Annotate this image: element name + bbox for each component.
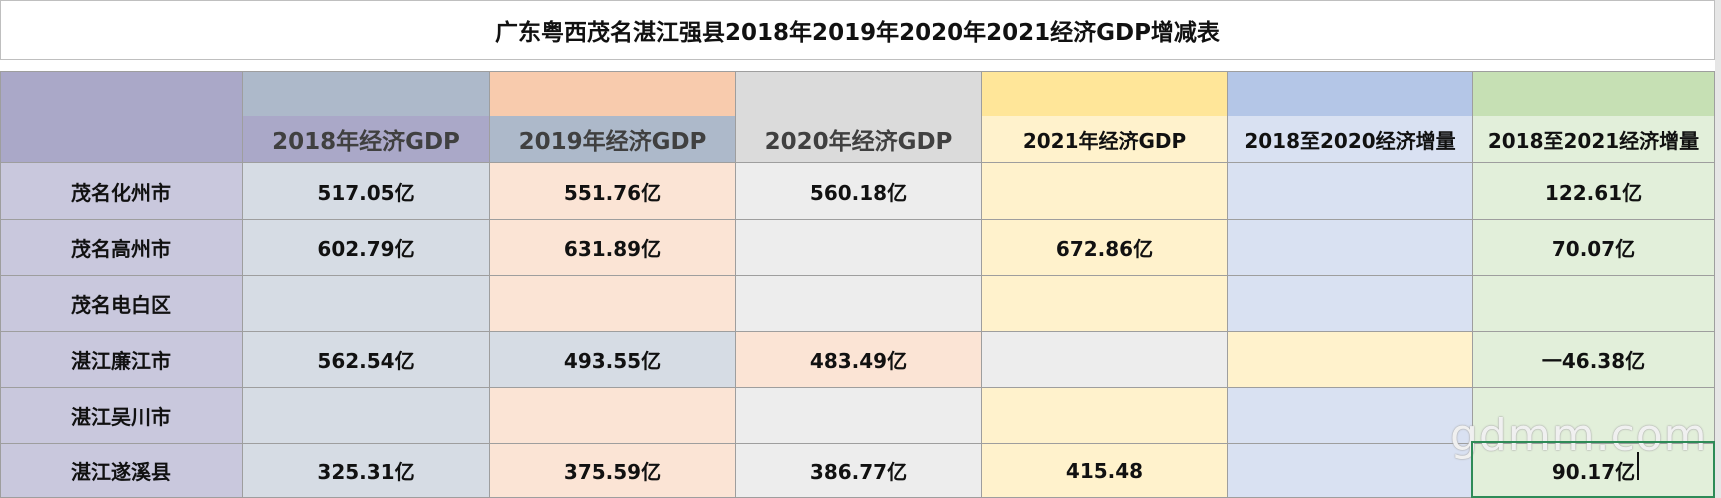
cell-g2018[interactable] [243,388,490,444]
cell-inc2021[interactable]: 70.07亿 [1473,220,1715,276]
cell-inc2020[interactable] [1228,388,1473,444]
cell-inc2021[interactable]: 122.61亿 [1473,163,1715,220]
header-band-h2020[interactable] [736,71,982,116]
cell-g2021[interactable] [982,388,1228,444]
row-name-cell[interactable]: 湛江遂溪县 [0,444,243,498]
cell-g2019[interactable]: 375.59亿 [490,444,736,498]
cell-g2019[interactable]: 493.55亿 [490,332,736,388]
cell-inc2020[interactable] [1228,163,1473,220]
row-name-cell[interactable]: 茂名化州市 [0,163,243,220]
cell-inc2021[interactable]: 90.17亿 [1473,444,1715,498]
table-title: 广东粤西茂名湛江强县2018年2019年2020年2021经济GDP增减表 [0,0,1715,60]
cell-inc2020[interactable] [1228,332,1473,388]
header-inc2020[interactable]: 2018至2020经济增量 [1228,116,1473,163]
cell-g2019[interactable] [490,276,736,332]
header-band-h2018[interactable] [243,71,490,116]
cell-g2019[interactable] [490,388,736,444]
header-band-h2021[interactable] [982,71,1228,116]
cell-inc2021[interactable] [1473,276,1715,332]
cell-g2020[interactable]: 483.49亿 [736,332,982,388]
row-name-cell[interactable]: 湛江吴川市 [0,388,243,444]
cell-g2020[interactable] [736,220,982,276]
cell-g2018[interactable] [243,276,490,332]
cell-inc2020[interactable] [1228,444,1473,498]
cell-g2018[interactable]: 517.05亿 [243,163,490,220]
cell-g2019[interactable]: 631.89亿 [490,220,736,276]
cell-g2021[interactable] [982,276,1228,332]
header-inc2021[interactable]: 2018至2021经济增量 [1473,116,1715,163]
cell-inc2020[interactable] [1228,276,1473,332]
cell-g2018[interactable]: 602.79亿 [243,220,490,276]
text-cursor [1637,452,1639,480]
scrollbar-edge [1715,0,1721,498]
cell-inc2020[interactable] [1228,220,1473,276]
cell-g2021[interactable] [982,332,1228,388]
header-corner-cell[interactable] [0,71,243,163]
header-h2018[interactable]: 2018年经济GDP [243,116,490,163]
header-h2019[interactable]: 2019年经济GDP [490,116,736,163]
header-band-h2019[interactable] [490,71,736,116]
cell-g2021[interactable] [982,163,1228,220]
row-name-cell[interactable]: 茂名电白区 [0,276,243,332]
cell-g2021[interactable]: 672.86亿 [982,220,1228,276]
header-h2021[interactable]: 2021年经济GDP [982,116,1228,163]
cell-g2020[interactable]: 386.77亿 [736,444,982,498]
cell-g2020[interactable] [736,276,982,332]
header-band-inc2020[interactable] [1228,71,1473,116]
header-h2020[interactable]: 2020年经济GDP [736,116,982,163]
cell-g2018[interactable]: 325.31亿 [243,444,490,498]
cell-inc2021[interactable] [1473,388,1715,444]
row-name-cell[interactable]: 茂名高州市 [0,220,243,276]
watermark: gdmm.com [1450,410,1708,461]
cell-g2020[interactable] [736,388,982,444]
cell-g2018[interactable]: 562.54亿 [243,332,490,388]
header-band-inc2021[interactable] [1473,71,1715,116]
cell-g2019[interactable]: 551.76亿 [490,163,736,220]
cell-inc2021[interactable]: 一46.38亿 [1473,332,1715,388]
cell-g2020[interactable]: 560.18亿 [736,163,982,220]
cell-g2021[interactable]: 415.48 [982,444,1228,498]
row-name-cell[interactable]: 湛江廉江市 [0,332,243,388]
